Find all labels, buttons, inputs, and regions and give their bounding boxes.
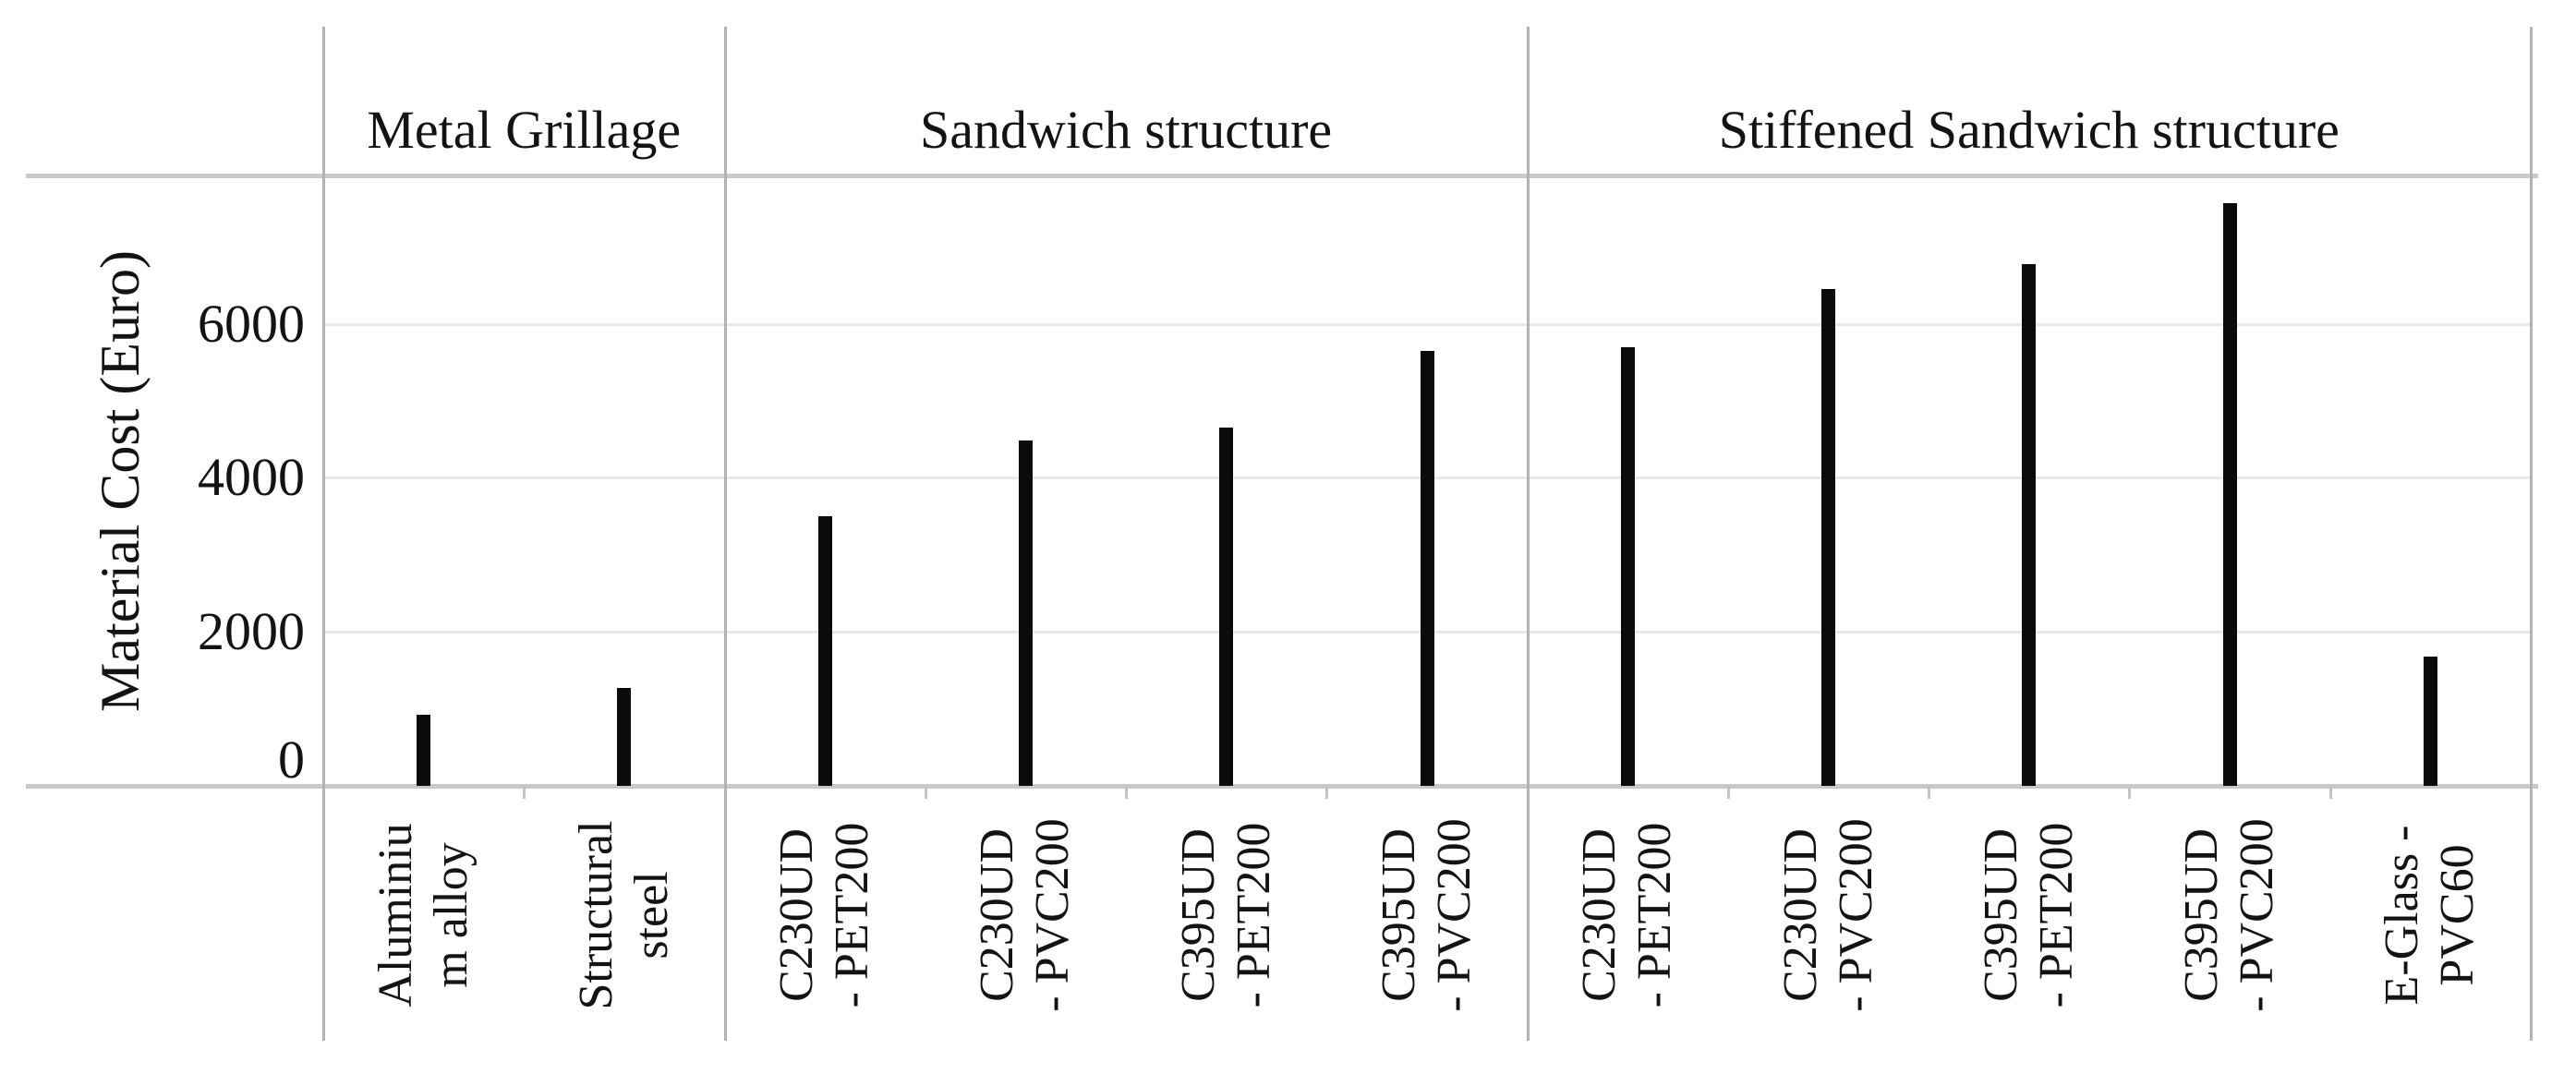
category-tick	[1125, 786, 1128, 799]
x-category-label-line: Aluminiu	[369, 823, 422, 1008]
x-category-label-line: - PVC200	[1830, 818, 1882, 1012]
x-category-label-line: C395UD	[2175, 828, 2228, 1002]
bar	[1019, 440, 1033, 786]
category-tick	[2329, 786, 2332, 799]
group-header: Sandwich structure	[919, 100, 1333, 160]
x-category-label-line: C395UD	[1172, 828, 1225, 1002]
x-category-label: Aluminiu m alloy	[369, 795, 479, 1035]
x-category-label: C395UD - PVC200	[1372, 795, 1482, 1035]
y-tick-label: 6000	[198, 294, 305, 354]
bar	[2022, 264, 2036, 786]
category-tick	[2128, 786, 2131, 799]
x-category-label: E-Glass - PVC60	[2375, 795, 2485, 1035]
header-underline	[26, 174, 2538, 178]
x-category-label-line: C230UD	[1573, 828, 1626, 1002]
x-category-label-line: - PET200	[1628, 822, 1681, 1008]
bar	[1621, 347, 1635, 786]
bar	[617, 688, 631, 786]
x-category-label: C395UD - PVC200	[2174, 795, 2285, 1035]
bar	[2223, 203, 2237, 786]
category-tick	[1325, 786, 1328, 799]
x-category-label-line: C230UD	[770, 828, 823, 1002]
x-category-label: Structural steel	[569, 795, 680, 1035]
bar	[818, 516, 832, 786]
x-category-label: C230UD - PVC200	[970, 795, 1081, 1035]
x-category-label: C230UD - PET200	[769, 795, 880, 1035]
y-tick-label: 0	[278, 730, 305, 790]
x-category-label-line: - PET200	[826, 822, 878, 1008]
group-header: Metal Grillage	[367, 100, 682, 160]
x-axis-line	[26, 784, 2538, 789]
x-category-label: C230UD - PVC200	[1773, 795, 1884, 1035]
x-category-label: C395UD - PET200	[1974, 795, 2085, 1035]
group-header: Stiffened Sandwich structure	[1718, 100, 2340, 160]
x-category-label-line: - PVC200	[1428, 818, 1481, 1012]
x-category-label-line: steel	[625, 871, 678, 959]
x-category-label-line: - PET200	[2030, 822, 2083, 1008]
panel-separator-line	[322, 27, 325, 1041]
x-category-label-line: m alloy	[425, 842, 478, 988]
x-category-label-line: - PET200	[1228, 822, 1280, 1008]
category-tick	[523, 786, 526, 799]
x-category-label-line: - PVC200	[1026, 818, 1079, 1012]
bar	[1821, 289, 1835, 786]
x-category-label-line: E-Glass -	[2376, 825, 2428, 1006]
bar	[2424, 657, 2437, 786]
category-tick	[1928, 786, 1930, 799]
x-category-label: C395UD - PET200	[1171, 795, 1282, 1035]
x-category-label: C230UD - PET200	[1572, 795, 1683, 1035]
x-category-label-line: C395UD	[1373, 828, 1425, 1002]
bar	[1219, 428, 1233, 786]
bar	[1421, 351, 1434, 786]
panel-separator-line	[724, 27, 727, 1041]
x-category-label-line: C230UD	[971, 828, 1023, 1002]
x-category-label-line: Structural	[570, 820, 623, 1010]
category-tick	[925, 786, 927, 799]
x-category-label-line: - PVC200	[2231, 818, 2283, 1012]
x-category-label-line: C395UD	[1975, 828, 2027, 1002]
y-tick-label: 4000	[198, 447, 305, 507]
bar	[417, 715, 430, 786]
x-category-label-line: C230UD	[1774, 828, 1827, 1002]
panel-separator-line	[1527, 27, 1530, 1041]
category-tick	[1727, 786, 1730, 799]
x-category-label-line: PVC60	[2431, 844, 2484, 986]
gridline	[323, 323, 2531, 326]
panel-separator-line	[2530, 27, 2533, 1041]
y-tick-label: 2000	[198, 601, 305, 661]
